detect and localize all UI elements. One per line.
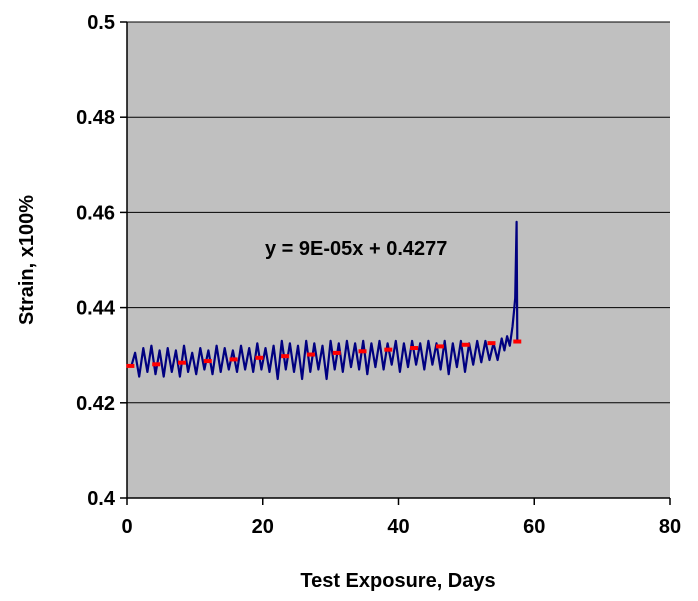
strain-data-line xyxy=(130,220,519,381)
x-tick-label: 80 xyxy=(659,516,681,538)
trendline-equation: y = 9E-05x + 0.4277 xyxy=(265,238,447,260)
x-tick-label: 0 xyxy=(121,516,132,538)
trendline-dash xyxy=(306,352,315,357)
trendline-dash xyxy=(229,357,238,362)
y-tick-label: 0.46 xyxy=(76,202,115,224)
y-tick-group: 0.4 0.42 0.44 0.46 0.48 0.5 xyxy=(76,12,127,510)
trendline-dash xyxy=(152,362,161,367)
trendline-dash xyxy=(487,341,496,346)
y-tick-label: 0.44 xyxy=(76,298,116,320)
y-tick-label: 0.5 xyxy=(87,12,115,34)
trendline-dash xyxy=(203,359,212,364)
trendline-dash xyxy=(281,354,290,359)
series-group xyxy=(130,220,519,381)
x-tick-label: 40 xyxy=(387,516,409,538)
plot-area xyxy=(127,22,670,498)
trendline-dash xyxy=(332,350,341,355)
trendline-dash xyxy=(126,363,135,368)
x-tick-label: 60 xyxy=(523,516,545,538)
x-axis-title: Test Exposure, Days xyxy=(300,570,495,592)
trendline-dash xyxy=(435,344,444,349)
trendline-dash xyxy=(255,355,264,360)
y-tick-label: 0.48 xyxy=(76,107,115,129)
trendline-dash xyxy=(358,349,367,354)
trendline-dash xyxy=(410,346,419,351)
trendline-dash xyxy=(384,347,393,352)
x-tick-label: 20 xyxy=(252,516,274,538)
y-axis-title: Strain, x100% xyxy=(16,195,38,325)
trendline-dash xyxy=(461,342,470,347)
gridlines xyxy=(127,21,670,404)
trendline-group xyxy=(126,339,522,368)
y-tick-label: 0.42 xyxy=(76,393,115,415)
trendline-dash xyxy=(513,339,522,344)
trendline-dash xyxy=(177,360,186,365)
y-tick-label: 0.4 xyxy=(87,488,116,510)
x-tick-group: 0 20 40 60 80 xyxy=(121,498,681,538)
